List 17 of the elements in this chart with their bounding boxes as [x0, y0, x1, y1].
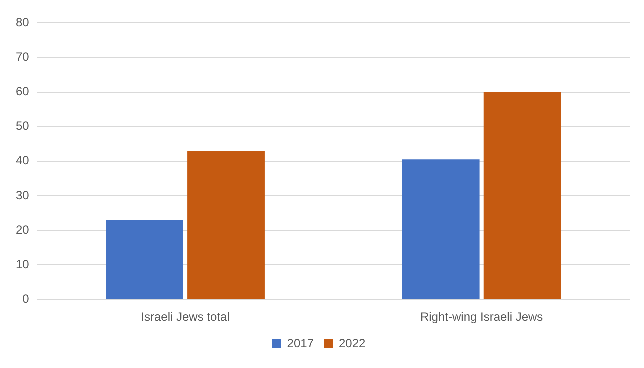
y-tick-label: 50 — [16, 119, 30, 134]
y-tick-label: 20 — [16, 222, 30, 237]
bar — [484, 92, 562, 300]
y-tick-label: 30 — [16, 188, 30, 202]
x-tick-label: Israeli Jews total — [141, 310, 230, 324]
legend-label: 2017 — [287, 336, 314, 350]
y-tick-label: 70 — [16, 50, 30, 64]
x-tick-label: Right-wing Israeli Jews — [420, 310, 544, 324]
y-tick-label: 60 — [16, 84, 30, 99]
y-tick-label: 80 — [16, 16, 30, 30]
y-tick-label: 0 — [22, 292, 30, 306]
bar — [188, 151, 265, 300]
legend-label: 2022 — [339, 336, 366, 350]
y-tick-label: 40 — [16, 154, 30, 168]
bar — [402, 160, 480, 300]
bar — [106, 220, 184, 300]
y-tick-label: 10 — [16, 257, 30, 272]
